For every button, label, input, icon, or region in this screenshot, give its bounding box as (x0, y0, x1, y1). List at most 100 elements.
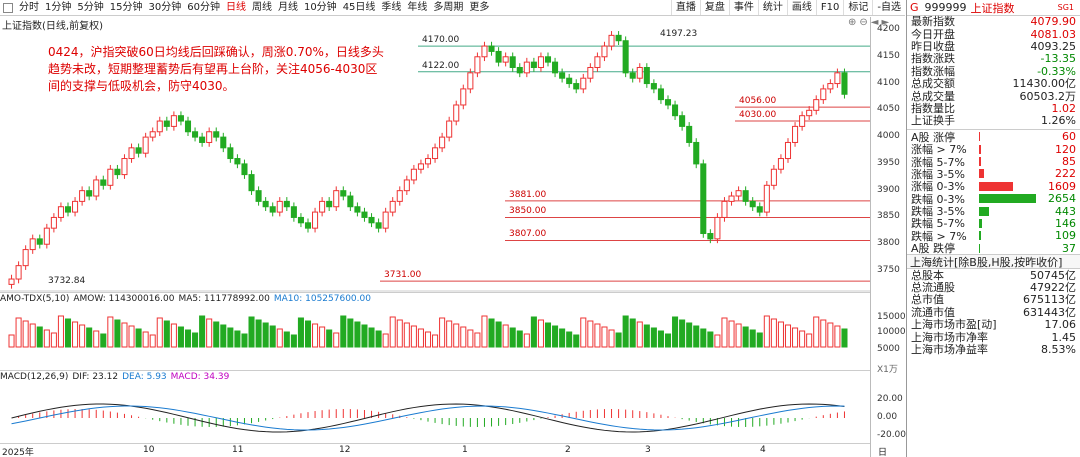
volume-bar (721, 317, 728, 348)
toolbar-button[interactable]: F10 (815, 0, 843, 15)
volume-bar (827, 322, 834, 348)
period-tab[interactable]: 多周期 (433, 1, 464, 13)
volume-bar (163, 320, 170, 348)
price-tick: 3800 (877, 238, 900, 249)
breadth-label: 跌幅 3-5% (911, 205, 965, 219)
candle-body (544, 56, 552, 63)
checkbox-icon[interactable] (3, 2, 13, 13)
volume-bar (135, 328, 142, 348)
volume-bar (516, 330, 523, 348)
toolbar-button[interactable]: -自选 (872, 0, 905, 15)
volume-bar (728, 320, 735, 348)
breadth-row: 涨幅 0-3% 1609 (907, 180, 1080, 194)
quote-value: -0.33% (1037, 64, 1076, 78)
breadth-bar (979, 243, 1036, 253)
breadth-row: 跌幅 3-5% 443 (907, 205, 1080, 219)
period-tab[interactable]: 30分钟 (148, 1, 182, 13)
candle-body (326, 200, 333, 208)
volume-bar (530, 316, 537, 348)
period-tab[interactable]: 季线 (381, 1, 402, 13)
quote-row: 最新指数 4079.90 (907, 16, 1080, 28)
toolbar-button[interactable]: 标记 (843, 0, 872, 15)
period-tab[interactable]: 分时 (19, 1, 39, 13)
quote-row: 今日开盘 4081.03 (907, 28, 1080, 40)
volume-bar (439, 317, 446, 348)
period-tab[interactable]: 5分钟 (77, 1, 104, 13)
period-tab[interactable]: 60分钟 (187, 1, 220, 13)
breadth-value: 109 (1055, 229, 1076, 243)
candle-body (100, 179, 107, 186)
candle-body (432, 147, 439, 160)
period-tab[interactable]: 月线 (277, 1, 298, 13)
volume-bar (707, 331, 714, 348)
volume-bar (537, 319, 544, 348)
period-label: 日线 (878, 448, 888, 457)
period-tab[interactable]: 10分钟 (303, 1, 337, 13)
quote-value: 60503.2万 (1019, 89, 1077, 103)
period-tab[interactable]: 45日线 (342, 1, 376, 13)
volume-bar (495, 321, 502, 348)
candle-body (142, 136, 149, 154)
chart-title: 上证指数(日线,前复权) (2, 21, 103, 32)
candle-body (36, 238, 43, 245)
breadth-bar (979, 231, 1036, 241)
volume-bar (841, 328, 848, 348)
volume-bar (220, 324, 227, 348)
toolbar-button[interactable]: 统计 (757, 0, 787, 15)
quote-label: 指数量比 (911, 101, 955, 115)
candle-body (453, 104, 460, 122)
candle-body (827, 83, 834, 90)
stat-label: 上海市场市盈[动] (911, 318, 997, 332)
period-tab[interactable]: 15分钟 (109, 1, 143, 13)
quote-label: 今日开盘 (911, 27, 955, 41)
volume-bar (100, 333, 107, 348)
volume-bar (615, 332, 622, 348)
candle-body (841, 72, 848, 95)
price-tick: 3850 (877, 211, 900, 222)
breadth-bar (979, 181, 1036, 191)
candle-body (552, 61, 559, 74)
index-name: 上证指数 (970, 1, 1015, 15)
volume-bar (799, 330, 806, 348)
kline-chart[interactable] (0, 16, 870, 443)
volume-bar (29, 323, 36, 348)
level-label: 3731.00 (384, 270, 422, 281)
candle-body (566, 77, 573, 85)
toolbar-button[interactable]: 直播 (670, 0, 700, 15)
breadth-fill (979, 169, 984, 179)
period-tab[interactable]: 日线 (225, 1, 246, 13)
toolbar-button[interactable]: 画线 (786, 0, 816, 15)
volume-bar (192, 332, 199, 348)
stat-value: 50745亿 (1030, 268, 1076, 282)
candle-body (128, 147, 135, 160)
period-tab[interactable]: 更多 (469, 1, 490, 13)
period-tab[interactable]: 1分钟 (45, 1, 72, 13)
candle-body (495, 50, 502, 63)
volume-bar (213, 321, 220, 348)
volume-bar (608, 329, 615, 348)
candle-body (297, 216, 304, 224)
level-label: 4170.00 (422, 35, 460, 46)
high-label: 4197.23 (660, 29, 698, 39)
volume-bar (50, 332, 57, 348)
period-tab[interactable]: 年线 (407, 1, 428, 13)
candle-body (650, 83, 657, 90)
toolbar-button[interactable]: 事件 (728, 0, 758, 15)
period-tab[interactable]: 周线 (251, 1, 272, 13)
candle-body (573, 83, 580, 90)
toolbar-right: 直播 复盘 事件 统计 画线 F10 标记 -自选 (670, 0, 905, 15)
dif-line (11, 403, 845, 433)
candle-body (587, 66, 594, 79)
candle-body (170, 115, 177, 127)
candle-body (467, 72, 474, 90)
candle-body (417, 163, 424, 170)
breadth-fill (979, 144, 982, 154)
breadth-label: 涨幅 0-3% (911, 180, 965, 194)
candle-body (559, 72, 566, 79)
toolbar-button[interactable]: 复盘 (699, 0, 729, 15)
zoom-icons[interactable]: ⊕⊖◄► (848, 17, 893, 28)
candle-body (107, 168, 114, 186)
volume-bar (396, 319, 403, 348)
breadth-bar (979, 218, 1036, 228)
volume-bar (693, 325, 700, 348)
